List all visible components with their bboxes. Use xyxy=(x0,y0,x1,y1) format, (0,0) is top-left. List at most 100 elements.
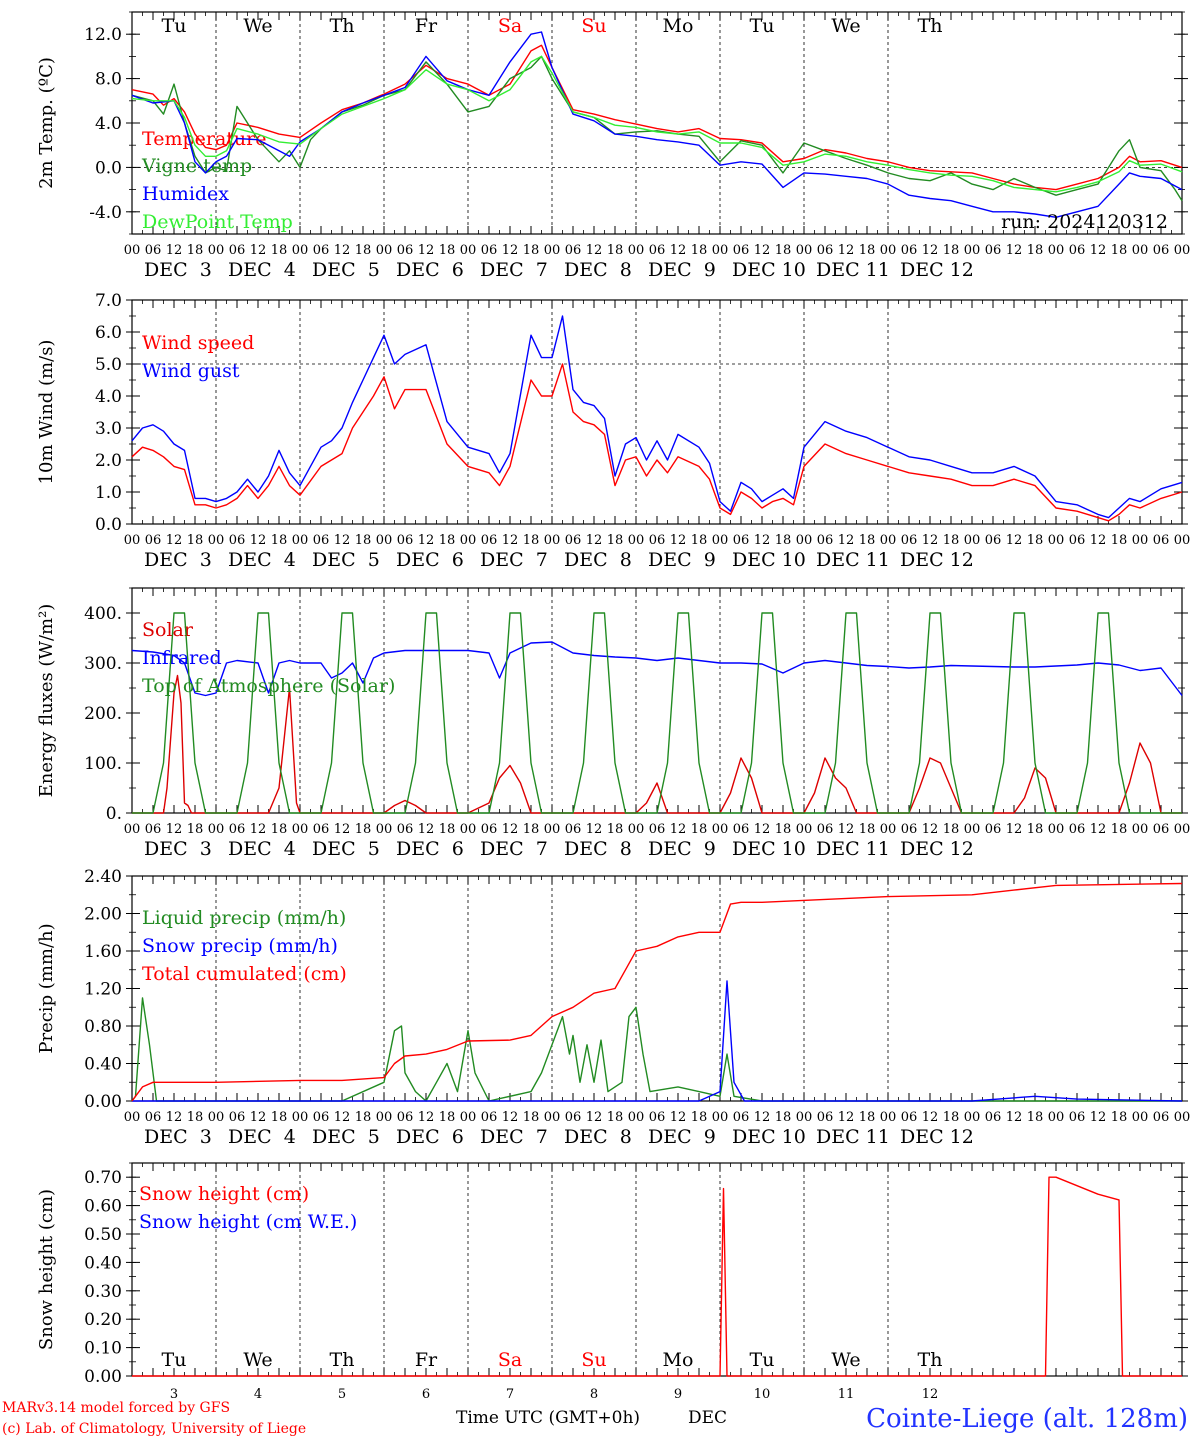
x-hour-label: 06 xyxy=(1153,1110,1170,1125)
x-hour-label: 06 xyxy=(817,1110,834,1125)
x-date-label: DEC 3 xyxy=(144,838,212,860)
y-tick-label: 300. xyxy=(84,654,122,674)
series-line-red xyxy=(131,44,1183,191)
day-number-label: 5 xyxy=(338,1387,346,1402)
x-hour-label: 12 xyxy=(586,822,603,837)
x-hour-label: 00 xyxy=(712,243,729,258)
x-hour-label: 00 xyxy=(964,822,981,837)
y-tick-label: 1.60 xyxy=(84,942,122,962)
x-hour-label: 06 xyxy=(565,243,582,258)
y-tick-label: 4.0 xyxy=(95,387,122,407)
x-hour-label: 00 xyxy=(544,243,561,258)
x-hour-label: 18 xyxy=(439,822,456,837)
x-hour-label: 12 xyxy=(418,1110,435,1125)
legend-entry: Wind speed xyxy=(142,332,254,354)
y-tick-label: 7.0 xyxy=(95,291,122,311)
x-hour-label: 00 xyxy=(628,243,645,258)
x-hour-label: 00 xyxy=(880,533,897,548)
day-name-label: Fr xyxy=(415,1349,438,1371)
x-hour-label: 00 xyxy=(376,1110,393,1125)
x-hour-label: 12 xyxy=(586,243,603,258)
y-tick-label: 0.20 xyxy=(84,1310,122,1330)
x-hour-label: 00 xyxy=(796,1110,813,1125)
x-date-label: DEC 5 xyxy=(312,838,380,860)
x-hour-label: 00 xyxy=(544,822,561,837)
y-tick-label: 3.0 xyxy=(95,419,122,439)
x-date-label: DEC 4 xyxy=(228,549,296,571)
x-hour-label: 00 xyxy=(1174,243,1191,258)
x-hour-label: 18 xyxy=(187,243,204,258)
legend-entry: Snow height (cm) xyxy=(139,1183,309,1205)
x-hour-label: 00 xyxy=(1132,1110,1149,1125)
x-hour-label: 06 xyxy=(985,822,1002,837)
x-hour-label: 06 xyxy=(145,243,162,258)
x-date-label: DEC 6 xyxy=(396,838,464,860)
x-hour-label: 06 xyxy=(901,822,918,837)
day-number-label: 8 xyxy=(590,1387,598,1402)
x-date-label: DEC 11 xyxy=(816,1126,890,1148)
x-hour-label: 12 xyxy=(334,1110,351,1125)
x-date-label: DEC 6 xyxy=(396,259,464,281)
x-hour-label: 00 xyxy=(1174,1110,1191,1125)
x-hour-label: 12 xyxy=(1090,533,1107,548)
footer-model-line: MARv3.14 model forced by GFS xyxy=(2,1400,230,1416)
x-hour-label: 18 xyxy=(859,533,876,548)
x-hour-label: 18 xyxy=(775,243,792,258)
x-hour-label: 06 xyxy=(481,1110,498,1125)
station-name: Cointe-Liege (alt. 128m) xyxy=(866,1404,1188,1434)
x-hour-label: 00 xyxy=(628,1110,645,1125)
x-hour-label: 12 xyxy=(1006,243,1023,258)
x-hour-label: 00 xyxy=(124,533,141,548)
y-tick-label: 200. xyxy=(84,704,122,724)
x-date-label: DEC 8 xyxy=(564,1126,632,1148)
series-line-light_green xyxy=(131,55,1183,193)
y-tick-label: 6.0 xyxy=(95,323,122,343)
x-hour-label: 00 xyxy=(544,1110,561,1125)
x-hour-label: 18 xyxy=(355,243,372,258)
x-hour-label: 18 xyxy=(355,1110,372,1125)
x-hour-label: 00 xyxy=(628,822,645,837)
x-hour-label: 00 xyxy=(208,243,225,258)
footer-lab-line: (c) Lab. of Climatology, University of L… xyxy=(2,1421,306,1437)
legend-entry: Snow precip (mm/h) xyxy=(142,935,338,957)
y-tick-label: 1.0 xyxy=(95,483,122,503)
day-name-label: Sa xyxy=(498,15,522,37)
x-hour-label: 00 xyxy=(460,533,477,548)
x-hour-label: 12 xyxy=(418,822,435,837)
x-date-label: DEC 10 xyxy=(732,838,806,860)
x-hour-label: 06 xyxy=(733,243,750,258)
y-tick-label: 2.40 xyxy=(84,867,122,887)
x-hour-label: 18 xyxy=(943,533,960,548)
x-hour-label: 06 xyxy=(229,822,246,837)
y-tick-label: 0.60 xyxy=(84,1197,122,1217)
x-date-label: DEC 11 xyxy=(816,549,890,571)
x-hour-label: 18 xyxy=(943,1110,960,1125)
x-hour-label: 00 xyxy=(124,822,141,837)
x-hour-label: 18 xyxy=(271,533,288,548)
x-hour-label: 12 xyxy=(334,822,351,837)
plot-frame xyxy=(131,299,1183,525)
x-hour-label: 00 xyxy=(208,533,225,548)
x-hour-label: 12 xyxy=(250,822,267,837)
panel-2: 7.0 6.0 5.0 4.0 3.0 2.0 1.0 0.0 10m Wind (m/s) Wi… xyxy=(36,291,1190,571)
x-hour-label: 00 xyxy=(628,533,645,548)
x-hour-label: 12 xyxy=(250,533,267,548)
x-date-label: DEC 7 xyxy=(480,838,548,860)
x-hour-label: 12 xyxy=(418,243,435,258)
x-hour-label: 12 xyxy=(922,243,939,258)
x-hour-label: 06 xyxy=(901,533,918,548)
x-date-label: DEC 10 xyxy=(732,1126,806,1148)
day-name-label: Tu xyxy=(750,15,775,37)
x-hour-label: 06 xyxy=(733,533,750,548)
x-hour-label: 18 xyxy=(1111,533,1128,548)
y-tick-label: 8.0 xyxy=(95,70,122,90)
x-hour-label: 06 xyxy=(649,243,666,258)
y-tick-label: 0. xyxy=(106,804,122,824)
day-number-label: 10 xyxy=(754,1387,771,1402)
x-hour-label: 00 xyxy=(964,1110,981,1125)
day-number-label: 9 xyxy=(674,1387,682,1402)
x-hour-label: 06 xyxy=(481,243,498,258)
y-tick-label: 4.0 xyxy=(95,114,122,134)
x-hour-label: 00 xyxy=(460,1110,477,1125)
x-hour-label: 00 xyxy=(544,533,561,548)
